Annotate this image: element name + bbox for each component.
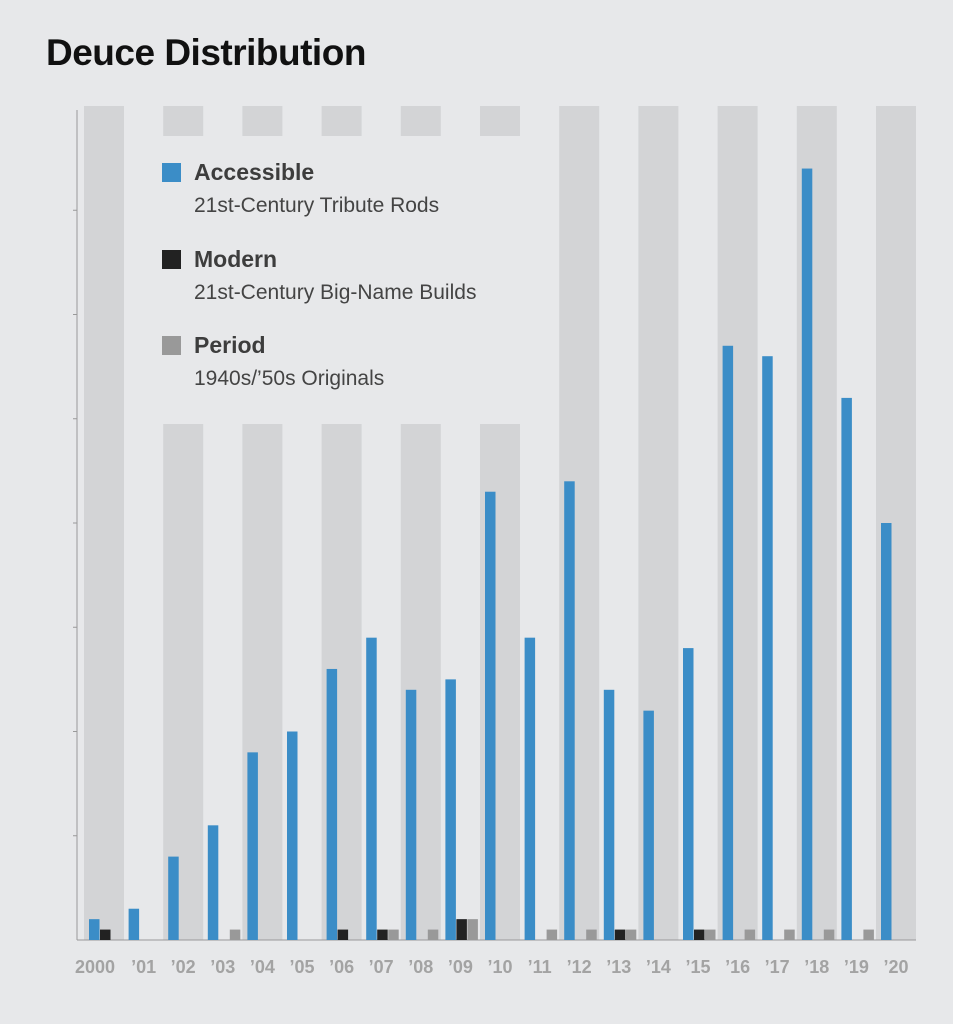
bar-modern-7 (377, 929, 388, 940)
bar-accessible-4 (247, 752, 258, 940)
x-tick-label: ’07 (368, 957, 394, 977)
bar-period-16 (744, 929, 756, 940)
x-tick-label: ’10 (487, 957, 513, 977)
bar-period-15 (705, 929, 716, 940)
column-band (321, 106, 362, 136)
column-band (242, 106, 283, 136)
bar-accessible-12 (564, 481, 575, 940)
x-tick-label: ’17 (764, 957, 790, 977)
bar-accessible-20 (881, 523, 892, 940)
bar-modern-6 (337, 929, 349, 940)
bar-accessible-19 (841, 397, 852, 940)
bar-accessible-15 (683, 648, 694, 940)
chart-title: Deuce Distribution (46, 32, 366, 73)
legend-name-period: Period (194, 332, 266, 358)
bar-accessible-5 (287, 731, 298, 940)
legend-swatch-accessible (162, 163, 181, 182)
column-band (400, 106, 441, 136)
legend-swatch-modern (162, 250, 181, 269)
x-tick-label: ’08 (408, 957, 434, 977)
legend-desc-accessible: 21st-Century Tribute Rods (194, 194, 440, 217)
bar-accessible-9 (445, 679, 456, 940)
bar-accessible-0 (89, 919, 100, 940)
bar-period-12 (586, 929, 597, 940)
x-tick-label: ’19 (843, 957, 869, 977)
bar-accessible-6 (326, 668, 338, 940)
x-tick-label: ’03 (210, 957, 236, 977)
column-band (84, 106, 124, 940)
legend-desc-period: 1940s/’50s Originals (194, 367, 385, 390)
x-tick-label: ’09 (447, 957, 473, 977)
bar-accessible-16 (722, 345, 734, 940)
bar-accessible-7 (366, 637, 377, 940)
bar-accessible-10 (485, 491, 496, 940)
bar-period-13 (625, 929, 637, 940)
bar-period-8 (427, 929, 439, 940)
x-tick-label: ’12 (566, 957, 592, 977)
bar-accessible-2 (168, 856, 179, 940)
bar-accessible-3 (207, 825, 219, 940)
bar-modern-0 (100, 929, 111, 940)
x-tick-label: ’11 (527, 957, 552, 977)
bar-period-3 (229, 929, 241, 940)
column-band (480, 106, 520, 136)
legend-name-modern: Modern (194, 246, 278, 272)
x-tick-label: ’14 (645, 957, 671, 977)
column-bands (84, 106, 916, 940)
x-tick-label: 2000 (74, 957, 116, 977)
column-band (163, 424, 204, 940)
bar-modern-13 (614, 929, 626, 940)
x-tick-label: ’02 (170, 957, 196, 977)
column-band (163, 106, 204, 136)
x-tick-label: ’15 (685, 957, 711, 977)
bar-modern-9 (456, 919, 467, 940)
bar-period-19 (863, 929, 874, 940)
x-tick-label: ’01 (131, 957, 157, 977)
x-tick-label: ’05 (289, 957, 315, 977)
bar-period-9 (467, 919, 478, 940)
bar-period-11 (546, 929, 558, 940)
bar-accessible-8 (405, 689, 417, 940)
bar-accessible-17 (762, 356, 773, 940)
bar-period-18 (823, 929, 835, 940)
bar-accessible-13 (603, 689, 615, 940)
x-tick-label: ’16 (725, 957, 751, 977)
bar-period-17 (784, 929, 795, 940)
legend-desc-modern: 21st-Century Big-Name Builds (194, 281, 477, 304)
x-tick-label: ’04 (249, 957, 275, 977)
x-tick-label: ’13 (606, 957, 632, 977)
legend-swatch-period (162, 336, 181, 355)
bar-modern-15 (694, 929, 705, 940)
bar-period-7 (388, 929, 399, 940)
bar-accessible-18 (801, 168, 813, 941)
bar-accessible-11 (524, 637, 536, 940)
x-tick-label: ’18 (804, 957, 830, 977)
x-tick-label: ’20 (883, 957, 909, 977)
x-tick-label: ’06 (329, 957, 355, 977)
bars (89, 168, 892, 941)
bar-accessible-1 (128, 908, 140, 940)
bar-accessible-14 (643, 710, 654, 940)
legend-name-accessible: Accessible (194, 159, 315, 185)
